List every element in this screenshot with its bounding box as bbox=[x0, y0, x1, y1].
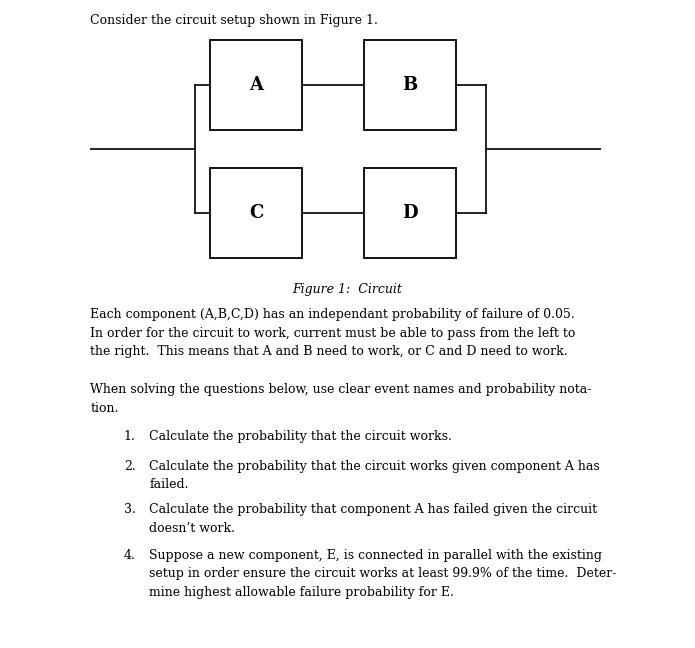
Text: 4.: 4. bbox=[124, 549, 136, 562]
Text: D: D bbox=[402, 203, 418, 222]
Text: Calculate the probability that component A has failed given the circuit
doesn’t : Calculate the probability that component… bbox=[149, 503, 598, 535]
Bar bbox=[363, 168, 456, 258]
Text: C: C bbox=[250, 203, 263, 222]
Bar bbox=[211, 168, 302, 258]
Text: Each component (A,B,C,D) has an independant probability of failure of 0.05.
In o: Each component (A,B,C,D) has an independ… bbox=[90, 308, 575, 358]
Text: Calculate the probability that the circuit works.: Calculate the probability that the circu… bbox=[149, 430, 452, 443]
Text: 2.: 2. bbox=[124, 460, 136, 473]
Text: Suppose a new component, E, is connected in parallel with the existing
setup in : Suppose a new component, E, is connected… bbox=[149, 549, 616, 599]
Text: Consider the circuit setup shown in Figure 1.: Consider the circuit setup shown in Figu… bbox=[90, 14, 378, 27]
Text: 1.: 1. bbox=[124, 430, 136, 443]
Text: Figure 1:  Circuit: Figure 1: Circuit bbox=[293, 283, 402, 296]
Text: A: A bbox=[250, 76, 263, 94]
Bar bbox=[211, 40, 302, 130]
Text: Calculate the probability that the circuit works given component A has
failed.: Calculate the probability that the circu… bbox=[149, 460, 600, 491]
Text: When solving the questions below, use clear event names and probability nota-
ti: When solving the questions below, use cl… bbox=[90, 383, 591, 415]
Bar bbox=[363, 40, 456, 130]
Text: 3.: 3. bbox=[124, 503, 136, 516]
Text: B: B bbox=[402, 76, 417, 94]
